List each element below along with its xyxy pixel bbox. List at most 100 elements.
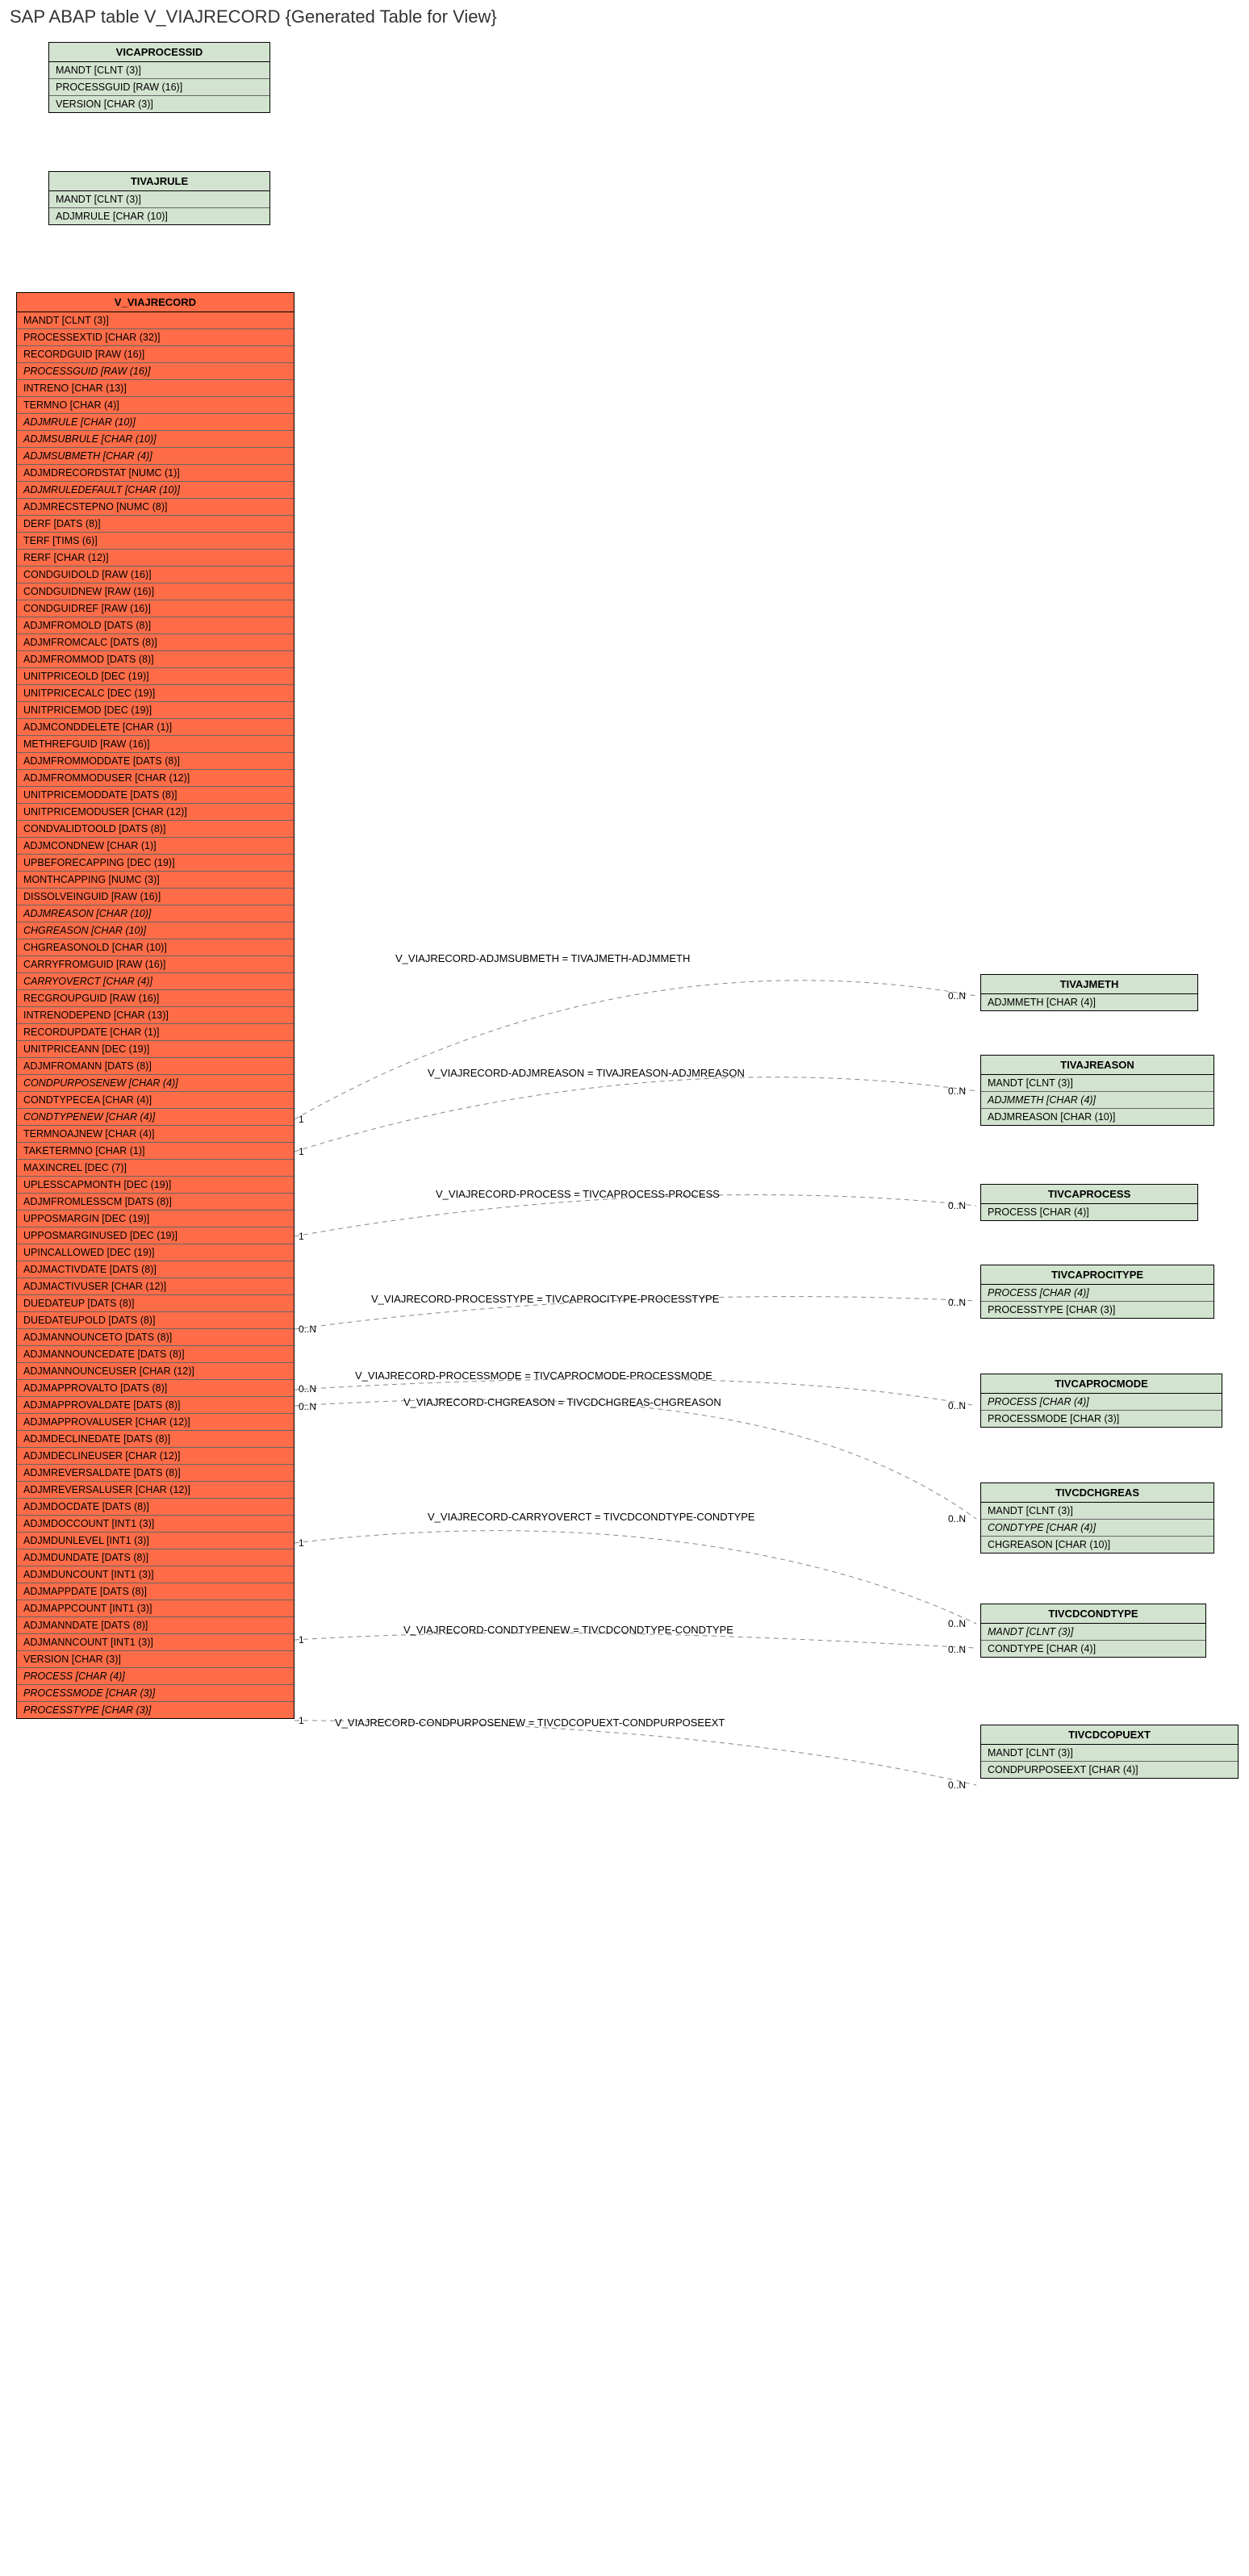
card-left: 0..N: [299, 1383, 316, 1395]
card-left: 0..N: [299, 1324, 316, 1335]
entity-field: CARRYOVERCT [CHAR (4)]: [17, 973, 294, 990]
entity-field: UPINCALLOWED [DEC (19)]: [17, 1244, 294, 1261]
card-left: 1: [299, 1715, 304, 1726]
entity-field: CONDTYPENEW [CHAR (4)]: [17, 1109, 294, 1126]
entity-field: INTRENODEPEND [CHAR (13)]: [17, 1007, 294, 1024]
entity-field: CONDGUIDNEW [RAW (16)]: [17, 583, 294, 600]
entity-field: ADJMAPPDATE [DATS (8)]: [17, 1583, 294, 1600]
entity-field: ADJMSUBMETH [CHAR (4)]: [17, 448, 294, 465]
entity-field: CARRYFROMGUID [RAW (16)]: [17, 956, 294, 973]
entity-field: MAXINCREL [DEC (7)]: [17, 1160, 294, 1177]
entity-field: ADJMACTIVUSER [CHAR (12)]: [17, 1278, 294, 1295]
entity-field: UPPOSMARGINUSED [DEC (19)]: [17, 1227, 294, 1244]
entity-field: MANDT [CLNT (3)]: [981, 1745, 1238, 1762]
card-left: 1: [299, 1537, 304, 1549]
card-right: 0..N: [948, 1513, 966, 1524]
card-left: 0..N: [299, 1401, 316, 1412]
card-right: 0..N: [948, 1200, 966, 1211]
entity-header: TIVCDCOPUEXT: [981, 1725, 1238, 1745]
entity-header: TIVCAPROCITYPE: [981, 1265, 1213, 1285]
entity-field: ADJMMETH [CHAR (4)]: [981, 994, 1197, 1010]
entity-tivajrule: TIVAJRULE MANDT [CLNT (3)]ADJMRULE [CHAR…: [48, 171, 270, 225]
entity-field: CHGREASONOLD [CHAR (10)]: [17, 939, 294, 956]
entity-field: UNITPRICEMODDATE [DATS (8)]: [17, 787, 294, 804]
entity-tivajreason: TIVAJREASON MANDT [CLNT (3)]ADJMMETH [CH…: [980, 1055, 1214, 1126]
entity-fields: MANDT [CLNT (3)]ADJMRULE [CHAR (10)]: [49, 191, 269, 224]
entity-field: ADJMFROMCALC [DATS (8)]: [17, 634, 294, 651]
entity-field: PROCESS [CHAR (4)]: [981, 1394, 1222, 1411]
entity-field: METHREFGUID [RAW (16)]: [17, 736, 294, 753]
entity-field: MANDT [CLNT (3)]: [981, 1624, 1205, 1641]
entity-field: ADJMANNCOUNT [INT1 (3)]: [17, 1634, 294, 1651]
entity-field: ADJMDOCCOUNT [INT1 (3)]: [17, 1516, 294, 1533]
entity-field: TAKETERMNO [CHAR (1)]: [17, 1143, 294, 1160]
entity-field: TERMNO [CHAR (4)]: [17, 397, 294, 414]
card-right: 0..N: [948, 1779, 966, 1791]
entity-header: TIVCDCONDTYPE: [981, 1604, 1205, 1624]
relation-label: V_VIAJRECORD-CARRYOVERCT = TIVCDCONDTYPE…: [428, 1511, 755, 1523]
entity-fields: MANDT [CLNT (3)]ADJMMETH [CHAR (4)]ADJMR…: [981, 1075, 1213, 1125]
entity-field: DISSOLVEINGUID [RAW (16)]: [17, 889, 294, 905]
entity-field: ADJMRULEDEFAULT [CHAR (10)]: [17, 482, 294, 499]
entity-field: UPBEFORECAPPING [DEC (19)]: [17, 855, 294, 872]
entity-field: ADJMDUNCOUNT [INT1 (3)]: [17, 1566, 294, 1583]
entity-field: RECORDGUID [RAW (16)]: [17, 346, 294, 363]
entity-field: PROCESSGUID [RAW (16)]: [49, 79, 269, 96]
entity-field: ADJMANNDATE [DATS (8)]: [17, 1617, 294, 1634]
entity-field: CONDTYPECEA [CHAR (4)]: [17, 1092, 294, 1109]
entity-field: PROCESSMODE [CHAR (3)]: [981, 1411, 1222, 1427]
entity-field: ADJMFROMMOD [DATS (8)]: [17, 651, 294, 668]
entity-field: ADJMDECLINEDATE [DATS (8)]: [17, 1431, 294, 1448]
entity-field: ADJMDUNLEVEL [INT1 (3)]: [17, 1533, 294, 1549]
relation-label: V_VIAJRECORD-CHGREASON = TIVCDCHGREAS-CH…: [403, 1396, 721, 1408]
entity-field: ADJMAPPROVALTO [DATS (8)]: [17, 1380, 294, 1397]
entity-field: CHGREASON [CHAR (10)]: [17, 922, 294, 939]
entity-field: CONDGUIDOLD [RAW (16)]: [17, 567, 294, 583]
entity-header: TIVAJRULE: [49, 172, 269, 191]
entity-field: MANDT [CLNT (3)]: [49, 191, 269, 208]
entity-field: INTRENO [CHAR (13)]: [17, 380, 294, 397]
entity-field: UNITPRICEANN [DEC (19)]: [17, 1041, 294, 1058]
entity-field: RERF [CHAR (12)]: [17, 550, 294, 567]
card-right: 0..N: [948, 1400, 966, 1411]
entity-fields: PROCESS [CHAR (4)]: [981, 1204, 1197, 1220]
entity-field: MANDT [CLNT (3)]: [17, 312, 294, 329]
entity-field: PROCESSTYPE [CHAR (3)]: [17, 1702, 294, 1718]
entity-field: ADJMFROMMODUSER [CHAR (12)]: [17, 770, 294, 787]
relation-label: V_VIAJRECORD-PROCESSTYPE = TIVCAPROCITYP…: [371, 1293, 719, 1305]
entity-field: ADJMMETH [CHAR (4)]: [981, 1092, 1213, 1109]
entity-field: ADJMREASON [CHAR (10)]: [17, 905, 294, 922]
entity-fields: MANDT [CLNT (3)]CONDTYPE [CHAR (4)]: [981, 1624, 1205, 1657]
entity-field: UNITPRICEMODUSER [CHAR (12)]: [17, 804, 294, 821]
entity-field: TERMNOAJNEW [CHAR (4)]: [17, 1126, 294, 1143]
entity-field: ADJMFROMOLD [DATS (8)]: [17, 617, 294, 634]
entity-field: TERF [TIMS (6)]: [17, 533, 294, 550]
entity-field: PROCESSMODE [CHAR (3)]: [17, 1685, 294, 1702]
entity-tivcaprocitype: TIVCAPROCITYPE PROCESS [CHAR (4)]PROCESS…: [980, 1265, 1214, 1319]
card-left: 1: [299, 1114, 304, 1125]
entity-field: PROCESSTYPE [CHAR (3)]: [981, 1302, 1213, 1318]
entity-field: ADJMFROMANN [DATS (8)]: [17, 1058, 294, 1075]
relation-label: V_VIAJRECORD-CONDPURPOSENEW = TIVCDCOPUE…: [335, 1717, 725, 1729]
entity-field: ADJMANNOUNCEUSER [CHAR (12)]: [17, 1363, 294, 1380]
entity-fields: MANDT [CLNT (3)]CONDPURPOSEEXT [CHAR (4)…: [981, 1745, 1238, 1778]
entity-field: CONDPURPOSEEXT [CHAR (4)]: [981, 1762, 1238, 1778]
entity-vicaprocessid: VICAPROCESSID MANDT [CLNT (3)]PROCESSGUI…: [48, 42, 270, 113]
entity-tivcdchgreas: TIVCDCHGREAS MANDT [CLNT (3)]CONDTYPE [C…: [980, 1482, 1214, 1554]
page-title: SAP ABAP table V_VIAJRECORD {Generated T…: [0, 0, 1249, 34]
entity-field: PROCESSGUID [RAW (16)]: [17, 363, 294, 380]
entity-fields: PROCESS [CHAR (4)]PROCESSTYPE [CHAR (3)]: [981, 1285, 1213, 1318]
entity-field: ADJMREVERSALDATE [DATS (8)]: [17, 1465, 294, 1482]
card-right: 0..N: [948, 1297, 966, 1308]
card-right: 0..N: [948, 990, 966, 1002]
entity-field: ADJMDECLINEUSER [CHAR (12)]: [17, 1448, 294, 1465]
entity-field: ADJMRULE [CHAR (10)]: [49, 208, 269, 224]
card-right: 0..N: [948, 1618, 966, 1629]
entity-field: ADJMAPPROVALUSER [CHAR (12)]: [17, 1414, 294, 1431]
entity-v-viajrecord: V_VIAJRECORD MANDT [CLNT (3)]PROCESSEXTI…: [16, 292, 294, 1719]
entity-fields: ADJMMETH [CHAR (4)]: [981, 994, 1197, 1010]
entity-field: VERSION [CHAR (3)]: [49, 96, 269, 112]
card-left: 1: [299, 1146, 304, 1157]
entity-field: ADJMDRECORDSTAT [NUMC (1)]: [17, 465, 294, 482]
entity-field: UPLESSCAPMONTH [DEC (19)]: [17, 1177, 294, 1194]
